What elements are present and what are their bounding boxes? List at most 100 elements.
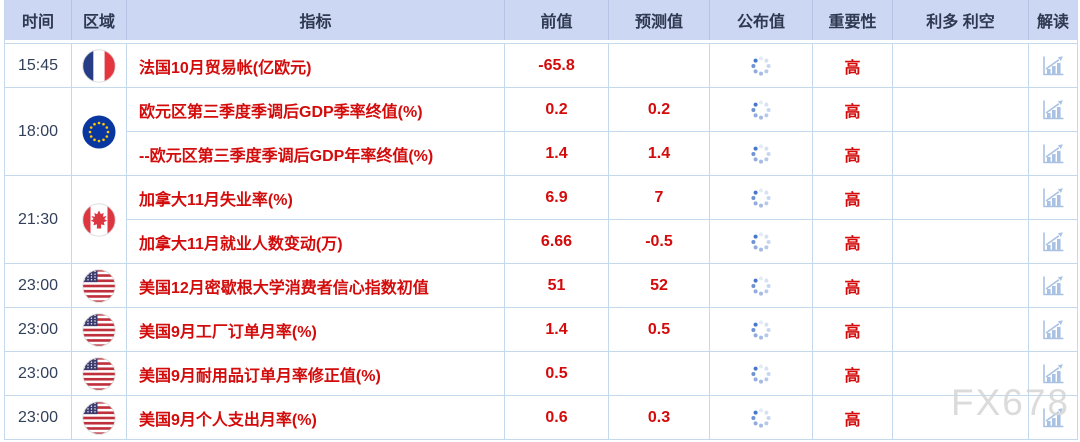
importance-cell: 高	[813, 396, 893, 440]
indicator-name: 欧元区第三季度季调后GDP季率终值(%)	[139, 103, 423, 121]
importance-cell: 高	[813, 308, 893, 352]
previous-value-cell: -65.8	[505, 44, 609, 88]
previous-value: 1.4	[545, 320, 568, 338]
importance-badge: 高	[844, 147, 861, 165]
canada-flag-icon	[82, 202, 116, 237]
importance-badge: 高	[844, 59, 861, 77]
calendar-row: 加拿大11月就业人数变动(万) 6.66 -0.5 高	[127, 220, 1077, 264]
published-value-cell	[710, 176, 813, 220]
importance-cell: 高	[813, 88, 893, 132]
event-time: 23:00	[17, 276, 59, 294]
importance-cell: 高	[813, 220, 893, 264]
chart-interpretation-icon[interactable]	[1040, 98, 1066, 122]
region-cell	[72, 176, 127, 264]
calendar-row-group: 23:00 美国9月个人支出月率(%)	[5, 396, 1077, 440]
published-value-cell	[710, 88, 813, 132]
loading-spinner-icon	[751, 275, 771, 296]
forecast-value-cell: 7	[609, 176, 710, 220]
previous-value: 0.2	[545, 100, 568, 118]
forecast-value: 0.3	[647, 408, 671, 426]
bull-bear-cell	[893, 396, 1029, 440]
forecast-value-cell: 0.3	[609, 396, 710, 440]
indicator-cell: 欧元区第三季度季调后GDP季率终值(%)	[127, 88, 505, 132]
importance-badge: 高	[844, 367, 861, 385]
indicator-name: 美国9月耐用品订单月率修正值(%)	[139, 367, 381, 385]
importance-badge: 高	[844, 279, 861, 297]
column-header-indicator: 指标	[127, 0, 505, 40]
bull-bear-cell	[893, 44, 1029, 88]
chart-interpretation-icon[interactable]	[1040, 54, 1066, 78]
previous-value: 6.9	[545, 188, 568, 206]
region-cell	[72, 264, 127, 308]
loading-spinner-icon	[751, 55, 771, 76]
event-time: 21:30	[17, 210, 59, 228]
bull-bear-cell	[893, 176, 1029, 220]
interpret-cell	[1029, 264, 1077, 308]
chart-interpretation-icon[interactable]	[1040, 274, 1066, 298]
published-value-cell	[710, 308, 813, 352]
published-value-cell	[710, 352, 813, 396]
forecast-value-cell: 1.4	[609, 132, 710, 176]
region-cell	[72, 308, 127, 352]
importance-badge: 高	[844, 191, 861, 209]
indicator-cell: --欧元区第三季度季调后GDP年率终值(%)	[127, 132, 505, 176]
usa-flag-icon	[82, 268, 116, 303]
importance-cell: 高	[813, 176, 893, 220]
usa-flag-icon	[82, 400, 116, 435]
time-cell: 23:00	[5, 352, 72, 396]
indicator-cell: 美国9月工厂订单月率(%)	[127, 308, 505, 352]
loading-spinner-icon	[751, 231, 771, 252]
previous-value-cell: 0.5	[505, 352, 609, 396]
forecast-value: 0.5	[647, 320, 671, 338]
importance-cell: 高	[813, 132, 893, 176]
importance-badge: 高	[844, 411, 861, 429]
calendar-row: --欧元区第三季度季调后GDP年率终值(%) 1.4 1.4 高	[127, 132, 1077, 176]
chart-interpretation-icon[interactable]	[1040, 142, 1066, 166]
loading-spinner-icon	[751, 363, 771, 384]
published-value-cell	[710, 396, 813, 440]
indicator-name: --欧元区第三季度季调后GDP年率终值(%)	[139, 147, 434, 165]
chart-interpretation-icon[interactable]	[1040, 230, 1066, 254]
region-cell	[72, 352, 127, 396]
previous-value: 0.5	[545, 364, 568, 382]
interpret-cell	[1029, 88, 1077, 132]
calendar-row-group: 21:30 加拿大11月失业率(%) 6.9 7	[5, 176, 1077, 264]
forecast-value: -0.5	[645, 232, 673, 250]
bull-bear-cell	[893, 352, 1029, 396]
interpret-cell	[1029, 308, 1077, 352]
indicator-cell: 美国9月个人支出月率(%)	[127, 396, 505, 440]
calendar-row: 美国9月工厂订单月率(%) 1.4 0.5 高	[127, 308, 1077, 352]
chart-interpretation-icon[interactable]	[1040, 186, 1066, 210]
previous-value: 6.66	[540, 232, 573, 250]
time-cell: 23:00	[5, 264, 72, 308]
importance-badge: 高	[844, 323, 861, 341]
chart-interpretation-icon[interactable]	[1040, 406, 1066, 430]
time-cell: 21:30	[5, 176, 72, 264]
forecast-value-cell: -0.5	[609, 220, 710, 264]
loading-spinner-icon	[751, 407, 771, 428]
column-header-region: 区域	[72, 0, 127, 40]
time-cell: 18:00	[5, 88, 72, 176]
region-cell	[72, 44, 127, 88]
chart-interpretation-icon[interactable]	[1040, 318, 1066, 342]
event-time: 23:00	[17, 320, 59, 338]
previous-value-cell: 1.4	[505, 308, 609, 352]
indicator-name: 加拿大11月失业率(%)	[139, 191, 293, 209]
importance-cell: 高	[813, 352, 893, 396]
calendar-row: 美国9月个人支出月率(%) 0.6 0.3 高	[127, 396, 1077, 440]
region-cell	[72, 88, 127, 176]
bull-bear-cell	[893, 220, 1029, 264]
eu-flag-icon	[82, 115, 116, 149]
indicator-name: 法国10月贸易帐(亿欧元)	[139, 59, 312, 77]
previous-value: -65.8	[538, 56, 575, 74]
chart-interpretation-icon[interactable]	[1040, 362, 1066, 386]
loading-spinner-icon	[751, 99, 771, 120]
indicator-name: 美国9月工厂订单月率(%)	[139, 323, 317, 341]
loading-spinner-icon	[751, 143, 771, 164]
table-body: 15:45 法国10月贸易帐(亿欧元) -65.8	[5, 43, 1077, 440]
column-header-previous: 前值	[505, 0, 609, 40]
calendar-row-group: 15:45 法国10月贸易帐(亿欧元) -65.8	[5, 44, 1077, 88]
calendar-row: 欧元区第三季度季调后GDP季率终值(%) 0.2 0.2 高	[127, 88, 1077, 132]
forecast-value-cell: 0.5	[609, 308, 710, 352]
